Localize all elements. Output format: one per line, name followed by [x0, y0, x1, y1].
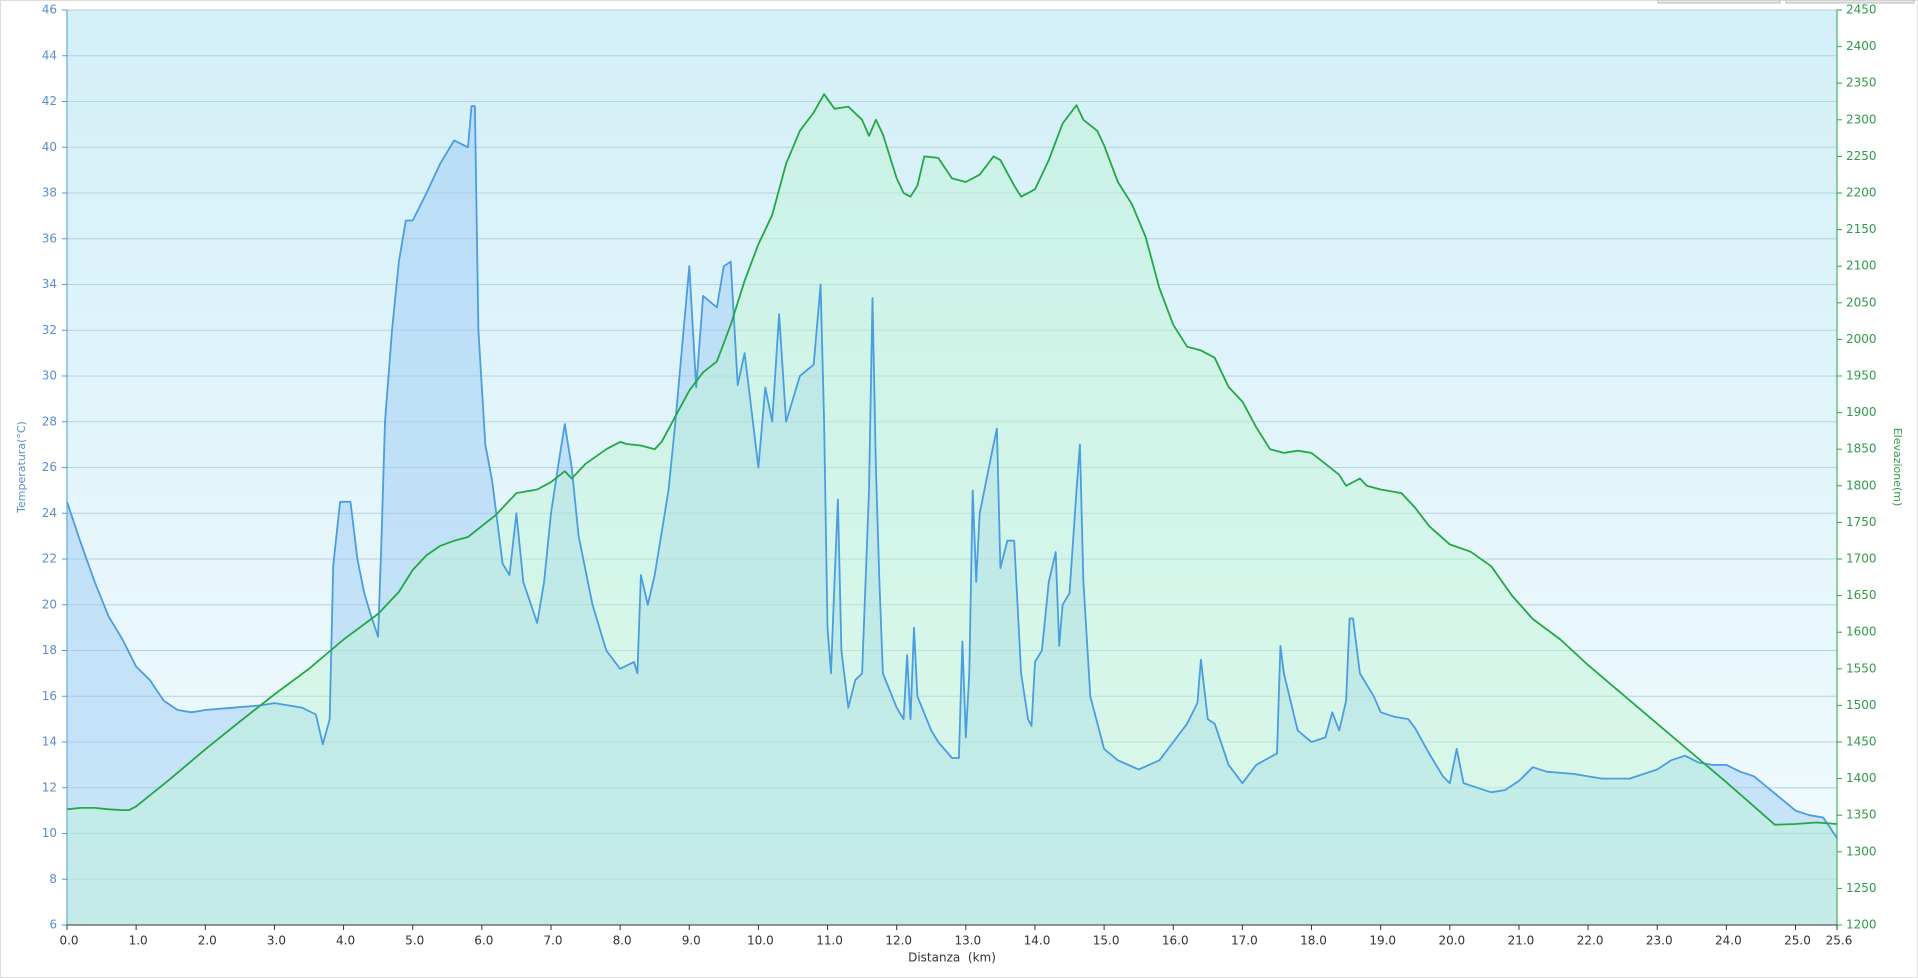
y2-tick-label: 1200 [1846, 918, 1877, 932]
x-tick-label: 25.6 [1826, 934, 1853, 948]
y-tick-label: 40 [42, 140, 57, 154]
x-tick-label: 22.0 [1577, 934, 1604, 948]
y-tick-label: 26 [42, 460, 57, 474]
x-tick-label: 2.0 [198, 934, 217, 948]
toolbar-button[interactable] [1657, 0, 1781, 4]
y2-tick-label: 1300 [1846, 844, 1877, 858]
area-fill [67, 106, 1837, 926]
y-tick-label: 22 [42, 552, 57, 566]
series-line [66, 93, 1838, 826]
y2-tick-label: 1500 [1846, 698, 1877, 712]
series-line [66, 105, 1838, 839]
lines [66, 93, 1838, 839]
y2-tick-label: 2250 [1846, 149, 1877, 163]
y2-tick-label: 1900 [1846, 405, 1877, 419]
x-tick-label: 20.0 [1438, 934, 1465, 948]
x-tick-label: 10.0 [747, 934, 774, 948]
x-tick-label: 13.0 [954, 934, 981, 948]
x-tick-label: 6.0 [474, 934, 493, 948]
y2-tick-label: 2300 [1846, 112, 1877, 126]
y2-tick-label: 1600 [1846, 625, 1877, 639]
y2-tick-label: 1950 [1846, 369, 1877, 383]
y2-tick-label: 2400 [1846, 39, 1877, 53]
y2-axis-title: Elevazione(m) [1891, 428, 1904, 507]
toolbar-button[interactable] [1785, 0, 1915, 4]
y-tick-label: 34 [42, 277, 57, 291]
y2-tick-label: 1350 [1846, 808, 1877, 822]
x-tick-label: 5.0 [405, 934, 424, 948]
y2-tick-label: 1250 [1846, 881, 1877, 895]
x-tick-label: 15.0 [1093, 934, 1120, 948]
y2-tick-label: 2050 [1846, 295, 1877, 309]
x-tick-label: 18.0 [1300, 934, 1327, 948]
y-tick-label: 44 [42, 48, 57, 62]
y-tick-label: 12 [42, 780, 57, 794]
y2-tick-label: 1400 [1846, 771, 1877, 785]
y-tick-label: 20 [42, 597, 57, 611]
x-tick-label: 17.0 [1231, 934, 1258, 948]
x-tick-label: 19.0 [1369, 934, 1396, 948]
y-tick-label: 6 [49, 918, 57, 932]
x-tick-label: 21.0 [1508, 934, 1535, 948]
x-tick-label: 8.0 [613, 934, 632, 948]
x-tick-label: 0.0 [59, 934, 78, 948]
x-tick-label: 9.0 [682, 934, 701, 948]
x-tick-label: 24.0 [1715, 934, 1742, 948]
y-tick-label: 18 [42, 643, 57, 657]
y2-tick-label: 2000 [1846, 332, 1877, 346]
axes: 6 8 10 12 14 16 18 20 22 24 26 28 30 32 34 36 38 40 42 44 46… [42, 3, 1877, 948]
y-tick-label: 16 [42, 689, 57, 703]
x-tick-label: 16.0 [1162, 934, 1189, 948]
y2-tick-label: 1750 [1846, 515, 1877, 529]
y2-tick-label: 2350 [1846, 76, 1877, 90]
y2-tick-label: 1700 [1846, 552, 1877, 566]
y2-tick-label: 2200 [1846, 186, 1877, 200]
y-tick-label: 38 [42, 186, 57, 200]
y2-tick-label: 1450 [1846, 735, 1877, 749]
y2-tick-label: 2450 [1846, 3, 1877, 17]
y-tick-label: 24 [42, 506, 57, 520]
y-tick-label: 8 [49, 872, 57, 886]
x-tick-label: 14.0 [1024, 934, 1051, 948]
x-tick-label: 23.0 [1646, 934, 1673, 948]
x-tick-label: 25.0 [1784, 934, 1811, 948]
x-axis-title: Distanza (km) [908, 951, 996, 965]
y-tick-label: 10 [42, 826, 57, 840]
y2-tick-label: 2100 [1846, 259, 1877, 273]
y2-tick-label: 1550 [1846, 661, 1877, 675]
y2-tick-label: 1650 [1846, 588, 1877, 602]
y-tick-label: 14 [42, 735, 57, 749]
y-tick-label: 46 [42, 3, 57, 17]
y2-tick-label: 1800 [1846, 478, 1877, 492]
y2-tick-label: 2150 [1846, 222, 1877, 236]
y-tick-label: 36 [42, 231, 57, 245]
x-tick-label: 4.0 [336, 934, 355, 948]
y-tick-label: 42 [42, 94, 57, 108]
y-tick-label: 32 [42, 323, 57, 337]
grid [67, 9, 1837, 926]
x-tick-label: 3.0 [267, 934, 286, 948]
y-tick-label: 28 [42, 414, 57, 428]
x-tick-label: 11.0 [816, 934, 843, 948]
y-axis-title: Temperatura(°C) [15, 421, 28, 514]
x-tick-label: 7.0 [543, 934, 562, 948]
y2-tick-label: 1850 [1846, 442, 1877, 456]
y-tick-label: 30 [42, 369, 57, 383]
x-tick-label: 12.0 [885, 934, 912, 948]
x-tick-label: 1.0 [129, 934, 148, 948]
